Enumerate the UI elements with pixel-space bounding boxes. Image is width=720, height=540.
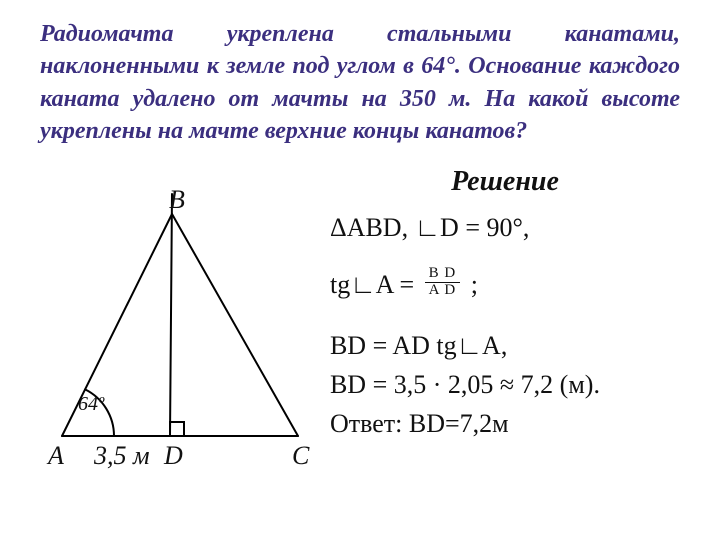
svg-text:C: C	[292, 441, 310, 470]
fraction-den: A D	[425, 283, 461, 299]
solution-body: ΔABD, ∟D = 90°, tg∟A = B D A D ; BD = AD…	[330, 208, 680, 443]
line2-prefix: tg∟A =	[330, 270, 414, 299]
triangle-diagram: B A D C 64º 3,5 м	[40, 178, 320, 478]
line2-suffix: ;	[471, 270, 478, 299]
solution-line-1: ΔABD, ∟D = 90°,	[330, 213, 529, 242]
solution-title: Решение	[330, 166, 680, 198]
svg-text:64º: 64º	[78, 393, 105, 415]
solution-line-4: BD = 3,5 · 2,05 ≈ 7,2 (м).	[330, 365, 680, 404]
fraction-num: B D	[425, 266, 461, 283]
solution-line-2: tg∟A = B D A D ;	[330, 265, 680, 304]
svg-text:A: A	[46, 441, 64, 470]
problem-statement: Радиомачта укреплена стальными канатами,…	[40, 18, 680, 148]
svg-text:3,5 м: 3,5 м	[93, 441, 150, 470]
solution-line-5: Ответ: BD=7,2м	[330, 404, 680, 443]
fraction-bd-over-ad: B D A D	[425, 266, 461, 299]
diagram-panel: B A D C 64º 3,5 м	[40, 166, 322, 478]
svg-text:D: D	[163, 441, 183, 470]
solution-panel: Решение ΔABD, ∟D = 90°, tg∟A = B D A D ;…	[322, 166, 680, 478]
svg-text:B: B	[169, 185, 185, 214]
solution-line-3: BD = AD tg∟A,	[330, 326, 680, 365]
content-row: B A D C 64º 3,5 м Решение ΔABD, ∟D = 90°, tg∟…	[40, 166, 680, 478]
